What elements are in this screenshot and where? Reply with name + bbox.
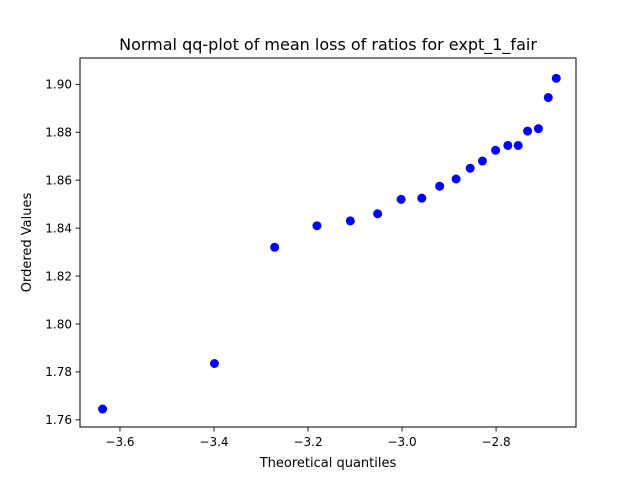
data-point-15 <box>513 140 523 150</box>
data-point-18 <box>543 93 553 103</box>
chart-title: Normal qq-plot of mean loss of ratios fo… <box>119 35 537 55</box>
data-point-9 <box>435 181 445 191</box>
y-tick-label-7: 1.90 <box>45 78 72 92</box>
data-point-13 <box>491 145 501 155</box>
data-point-16 <box>523 126 533 136</box>
y-tick-label-4: 1.84 <box>45 221 72 235</box>
data-point-2 <box>209 359 219 369</box>
y-tick-label-5: 1.86 <box>45 174 72 188</box>
y-tick-label-3: 1.82 <box>45 269 72 283</box>
y-tick-label-1: 1.78 <box>45 365 72 379</box>
x-tick-label-3: −3.0 <box>387 435 416 449</box>
data-point-7 <box>396 194 406 204</box>
data-point-19 <box>551 73 561 83</box>
x-axis-label: Theoretical quantiles <box>259 456 397 471</box>
y-tick-label-6: 1.88 <box>45 126 72 140</box>
data-point-11 <box>465 163 475 173</box>
x-tick-label-1: −3.4 <box>199 435 228 449</box>
data-point-5 <box>345 216 355 226</box>
plot-area-frame <box>79 57 577 428</box>
data-point-4 <box>312 221 322 231</box>
y-tick-label-2: 1.80 <box>45 317 72 331</box>
x-tick-label-0: −3.6 <box>105 435 134 449</box>
x-tick-label-4: −2.8 <box>482 435 511 449</box>
y-tick-label-0: 1.76 <box>45 413 72 427</box>
data-point-6 <box>373 209 383 219</box>
data-point-14 <box>503 140 513 150</box>
data-points <box>98 73 561 414</box>
x-axis-ticks: −3.6 −3.4 −3.2 −3.0 −2.8 <box>105 427 511 449</box>
y-axis-ticks: 1.76 1.78 1.80 1.82 1.84 1.86 1.88 1.90 <box>45 78 80 427</box>
data-point-1 <box>98 404 108 414</box>
data-point-12 <box>477 156 487 166</box>
data-point-10 <box>451 174 461 184</box>
data-point-3 <box>270 242 280 252</box>
data-point-8 <box>417 193 427 203</box>
data-point-17 <box>533 124 543 134</box>
y-axis-label: Ordered Values <box>20 193 35 293</box>
x-tick-label-2: −3.2 <box>293 435 322 449</box>
